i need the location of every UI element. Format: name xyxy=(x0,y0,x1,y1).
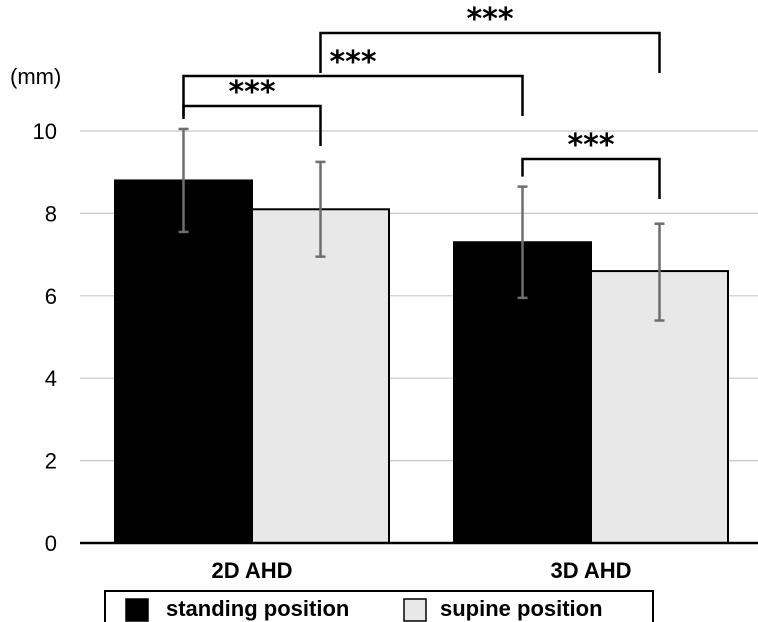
y-tick-label: 6 xyxy=(45,284,57,309)
legend-swatch-standing xyxy=(125,598,149,622)
bars xyxy=(114,179,729,545)
significance-bracket xyxy=(319,31,661,73)
legend-label-supine: supine position xyxy=(440,596,603,621)
legend: standing position supine position xyxy=(104,590,654,622)
axes: 0 2 4 6 8 10 2D AHD 3D AHD xyxy=(33,119,758,583)
error-bars xyxy=(178,127,665,322)
y-tick-label: 4 xyxy=(45,366,57,391)
significance-label: *** xyxy=(329,45,376,80)
x-category-label: 3D AHD xyxy=(550,558,631,583)
significance-label: *** xyxy=(228,75,275,110)
significance-bracket xyxy=(182,104,322,146)
y-tick-label: 0 xyxy=(45,531,57,556)
legend-label-standing: standing position xyxy=(166,596,349,621)
y-axis-unit-label: (mm) xyxy=(10,64,61,89)
x-category-label: 2D AHD xyxy=(211,558,292,583)
y-tick-label: 2 xyxy=(45,449,57,474)
bar-supine-2d xyxy=(251,208,390,544)
significance-bracket xyxy=(182,74,524,116)
significance-label: *** xyxy=(466,2,513,37)
y-tick-label: 10 xyxy=(33,119,57,144)
significance-brackets: *** *** *** *** xyxy=(182,2,661,199)
legend-frame xyxy=(104,590,654,622)
y-tick-label: 8 xyxy=(45,201,57,226)
significance-label: *** xyxy=(567,128,614,163)
significance-bracket xyxy=(521,157,661,199)
bar-standing-2d xyxy=(114,179,253,544)
legend-swatch-supine xyxy=(403,598,427,622)
